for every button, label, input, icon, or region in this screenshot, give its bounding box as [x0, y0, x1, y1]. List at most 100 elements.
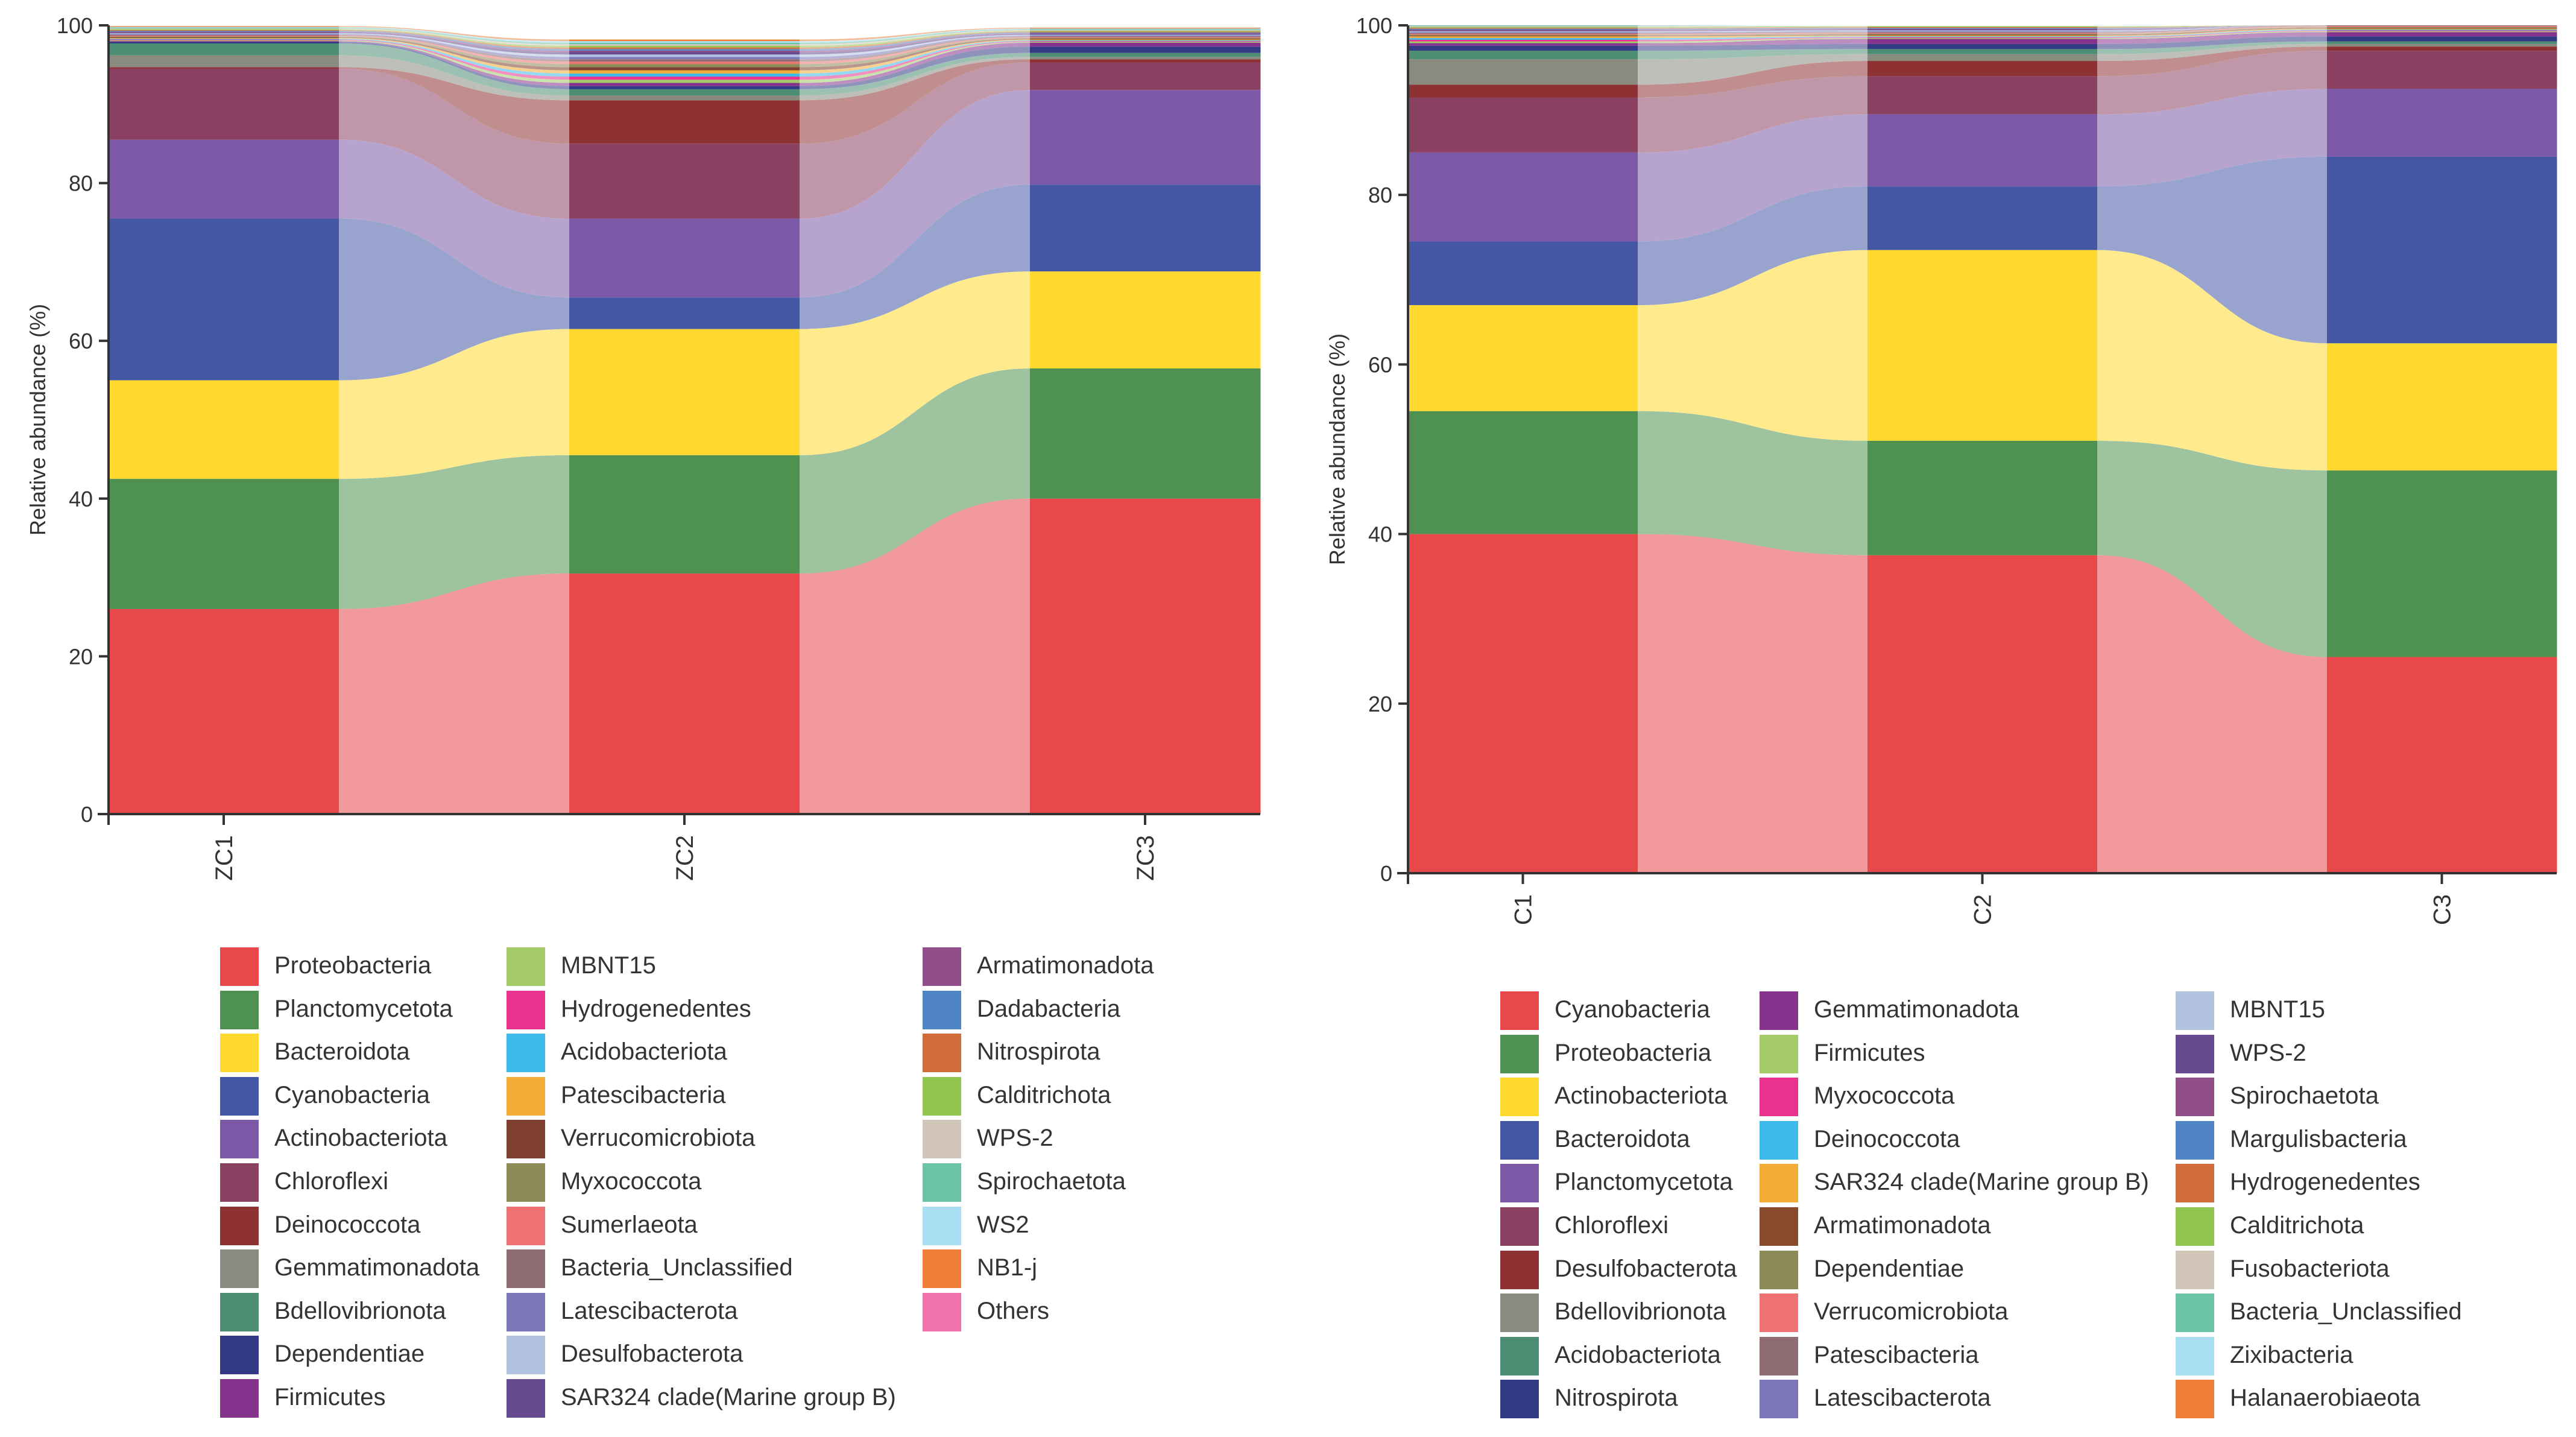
bar-segment	[2327, 25, 2557, 27]
flow-band	[800, 39, 1030, 74]
legend-label: Bacteria_Unclassified	[561, 1254, 793, 1281]
flow-band	[800, 37, 1030, 68]
bar-segment	[1030, 62, 1261, 90]
legend-label: Patescibacteria	[1814, 1341, 1979, 1368]
bar-segment	[1408, 31, 1638, 33]
bar-segment	[569, 59, 800, 62]
series-myxococcota	[1408, 30, 2557, 42]
bar-segment	[1867, 43, 2098, 49]
flow-band	[339, 30, 569, 49]
flow-band	[2097, 41, 2327, 54]
flow-band	[339, 39, 569, 77]
legend-swatch	[220, 1336, 259, 1375]
series-dadabacteria	[109, 31, 1261, 51]
bar-segment	[569, 70, 800, 74]
bar-segment	[1408, 84, 1638, 98]
series-spirochaetota	[1408, 25, 2327, 31]
series-cyanobacteria	[1408, 534, 2557, 873]
series-patescibacteria	[109, 37, 1261, 74]
flow-band	[1638, 250, 1867, 441]
bar-segment	[569, 95, 800, 101]
legend-label: Dependentiae	[1814, 1255, 1965, 1282]
bar-segment	[109, 42, 339, 44]
bar-segment	[1867, 33, 2098, 34]
bar-segment	[1030, 28, 1261, 30]
flow-band	[800, 34, 1030, 55]
bar-segment	[109, 34, 339, 36]
series-chloroflexi	[109, 62, 1261, 219]
legend-label: Proteobacteria	[1555, 1039, 1712, 1066]
flow-band	[339, 29, 569, 48]
series-calditrichota	[1408, 25, 2327, 28]
bar-segment	[109, 30, 339, 31]
legend-swatch	[1500, 991, 1539, 1030]
bar-segment	[109, 27, 339, 28]
legend-swatch	[507, 990, 545, 1029]
flow-band	[800, 31, 1030, 49]
flow-band	[1638, 54, 1867, 85]
legend-swatch	[2176, 1078, 2214, 1117]
series-bacteria-unclassified	[1408, 25, 2327, 27]
y-tick-label: 60	[1368, 352, 1392, 377]
series-armatimonadota	[109, 31, 1261, 52]
bar-segment	[1030, 185, 1261, 272]
bar-segment	[569, 573, 800, 814]
legend-label: Cyanobacteria	[274, 1081, 430, 1108]
legend-label: Bacteria_Unclassified	[2230, 1298, 2462, 1325]
legend-label: Others	[977, 1297, 1050, 1324]
legend-label: Bacteroidota	[1555, 1125, 1690, 1152]
flow-band	[800, 28, 1030, 43]
bar-segment	[109, 31, 339, 33]
flow-band	[339, 28, 569, 46]
bar-segment	[1408, 51, 1638, 60]
flow-band	[800, 59, 1030, 144]
legend-swatch	[923, 1163, 961, 1202]
series-cyanobacteria	[109, 185, 1261, 381]
flow-band	[2097, 25, 2327, 29]
flow-band	[339, 36, 569, 65]
flow-band	[800, 42, 1030, 83]
flow-band	[800, 36, 1030, 62]
legend-label: Armatimonadota	[977, 952, 1154, 979]
series-desulfobacterota	[109, 33, 1261, 57]
legend-label: MBNT15	[561, 952, 656, 979]
flow-band	[2097, 32, 2327, 44]
flow-band	[339, 34, 569, 60]
flow-band	[339, 573, 569, 814]
legend-swatch	[220, 1379, 259, 1418]
flow-band	[1638, 28, 1867, 30]
flow-band	[800, 62, 1030, 219]
bar-segment	[1408, 45, 1638, 51]
x-tick-label: C2	[1970, 894, 1997, 925]
legend-label: Dadabacteria	[977, 995, 1120, 1022]
legend-label: Cyanobacteria	[1555, 996, 1710, 1023]
bar-segment	[2327, 470, 2557, 657]
flow-band	[339, 42, 569, 89]
flow-band	[339, 26, 569, 42]
flow-band	[2097, 43, 2327, 62]
bar-segment	[569, 44, 800, 46]
y-tick-label: 80	[1368, 183, 1392, 207]
bar-segment	[2327, 32, 2557, 37]
legend-label: Patescibacteria	[561, 1081, 726, 1108]
bar-segment	[1030, 52, 1261, 57]
legend-swatch	[220, 1249, 259, 1289]
flow-band	[800, 31, 1030, 48]
bar-segment	[1030, 46, 1261, 53]
flow-band	[1638, 35, 1867, 39]
y-tick-label: 40	[69, 487, 93, 511]
bar-segment	[1408, 411, 1638, 534]
legend-swatch	[923, 1206, 961, 1245]
bar-segment	[1408, 30, 1638, 31]
bar-segment	[1030, 37, 1261, 38]
legend-label: Nitrospirota	[1555, 1385, 1678, 1412]
flow-band	[800, 33, 1030, 52]
flow-band	[2097, 51, 2327, 115]
bar-segment	[109, 33, 339, 34]
y-tick-label: 60	[69, 329, 93, 353]
series-dependentiae	[109, 42, 1261, 89]
bar-segment	[569, 455, 800, 574]
legend-label: Gemmatimonadota	[274, 1254, 480, 1281]
flow-band	[1638, 30, 1867, 33]
flow-band	[800, 41, 1030, 80]
